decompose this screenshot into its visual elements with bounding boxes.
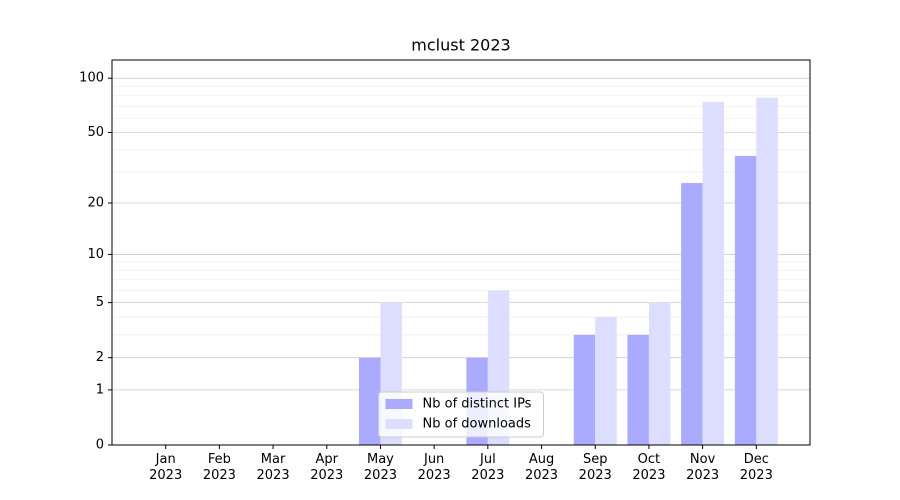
legend-box: [378, 391, 544, 438]
legend: Nb of distinct IPs Nb of downloads: [378, 391, 544, 438]
y-tick-label: 2: [96, 350, 104, 365]
x-tick-label: Feb 2023: [202, 452, 236, 483]
bar: [756, 97, 778, 445]
legend-label: Nb of distinct IPs: [423, 397, 532, 412]
y-tick-label: 5: [96, 295, 104, 310]
x-tick-label: Oct 2023: [632, 452, 666, 483]
x-tick-label: Jun 2023: [417, 452, 451, 483]
x-tick-label: Mar 2023: [256, 452, 290, 483]
bar: [681, 183, 703, 445]
x-tick-label: Aug 2023: [524, 452, 559, 483]
chart-title: mclust 2023: [411, 36, 510, 55]
x-tick-label: Jul 2023: [471, 452, 505, 483]
bar: [358, 357, 381, 445]
bar: [702, 101, 725, 446]
x-tick-label: Nov 2023: [686, 452, 720, 483]
bar: [627, 334, 649, 445]
bar: [595, 317, 617, 445]
x-tick-label: Jan 2023: [149, 452, 183, 483]
y-tick-label: 100: [79, 71, 104, 86]
y-tick-label: 1: [96, 382, 104, 397]
bar: [648, 302, 671, 445]
x-tick-label: Dec 2023: [739, 452, 773, 483]
y-tick-label: 10: [87, 247, 104, 262]
x-tick-label: May 2023: [363, 452, 397, 483]
plot-frame: [111, 59, 811, 446]
x-tick-label: Apr 2023: [310, 452, 344, 483]
y-tick-label: 0: [96, 438, 104, 453]
legend-swatch: [385, 419, 413, 429]
x-tick-label: Sep 2023: [578, 452, 612, 483]
legend-swatch: [385, 399, 413, 409]
bar: [573, 334, 596, 445]
legend-label: Nb of downloads: [423, 417, 532, 432]
y-tick-label: 50: [87, 125, 104, 140]
y-tick-label: 20: [87, 196, 104, 211]
bar: [734, 155, 757, 445]
